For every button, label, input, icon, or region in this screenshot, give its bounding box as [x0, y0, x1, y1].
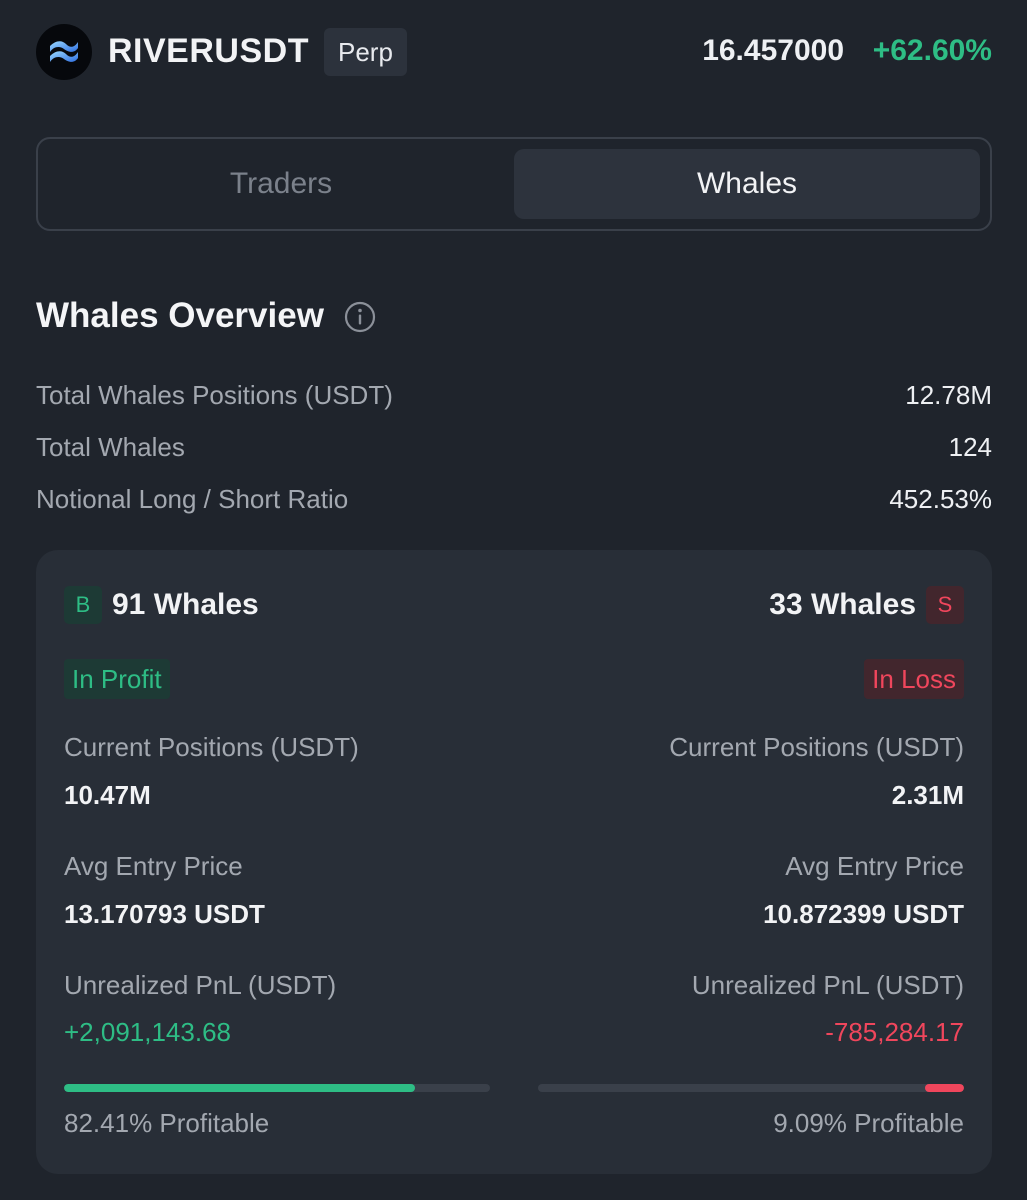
long-entry-label: Avg Entry Price: [64, 851, 243, 881]
short-profitable-fill: [925, 1084, 964, 1092]
short-entry-value: 10.872399 USDT: [763, 899, 964, 929]
last-price: 16.457000: [702, 34, 844, 67]
stat-label: Total Whales: [36, 432, 185, 462]
long-pnl-label: Unrealized PnL (USDT): [64, 970, 337, 1000]
long-profitable-bar: [64, 1084, 490, 1092]
stat-label: Notional Long / Short Ratio: [36, 484, 349, 514]
long-whale-count: 91 Whales: [112, 588, 259, 621]
short-pnl-label: Unrealized PnL (USDT): [691, 970, 964, 1000]
stat-row-total-whales: Total Whales 124: [36, 432, 992, 472]
stat-row-total-positions: Total Whales Positions (USDT) 12.78M: [36, 380, 992, 420]
long-profitable-fill: [64, 1084, 416, 1092]
stat-value: 12.78M: [905, 380, 992, 410]
sell-badge: S: [926, 586, 964, 624]
short-profitable-bar: [538, 1084, 964, 1092]
in-loss-tag: In Loss: [864, 659, 964, 699]
stat-row-long-short-ratio: Notional Long / Short Ratio 452.53%: [36, 484, 992, 524]
tab-whales[interactable]: Whales: [514, 149, 980, 219]
price-change-percent: +62.60%: [872, 34, 992, 67]
stat-label: Total Whales Positions (USDT): [36, 380, 393, 410]
long-profitable-text: 82.41% Profitable: [64, 1108, 270, 1138]
stat-value: 452.53%: [889, 484, 992, 514]
info-icon[interactable]: [344, 301, 376, 333]
long-pnl-value: +2,091,143.68: [64, 1017, 231, 1047]
contract-type-badge: Perp: [324, 28, 407, 76]
section-title: Whales Overview: [36, 296, 324, 335]
short-positions-label: Current Positions (USDT): [669, 732, 964, 762]
in-profit-tag: In Profit: [64, 659, 170, 699]
short-profitable-text: 9.09% Profitable: [773, 1108, 964, 1138]
short-entry-label: Avg Entry Price: [785, 851, 964, 881]
long-entry-value: 13.170793 USDT: [64, 899, 265, 929]
short-positions-value: 2.31M: [891, 780, 964, 810]
short-pnl-value: -785,284.17: [825, 1017, 964, 1047]
tab-traders[interactable]: Traders: [229, 167, 333, 200]
river-wave-logo-icon: [36, 24, 92, 80]
short-whale-count: 33 Whales: [769, 588, 916, 621]
long-positions-label: Current Positions (USDT): [64, 732, 359, 762]
long-short-card: B 91 Whales 33 Whales S In Profit In Los…: [36, 550, 992, 1174]
buy-badge: B: [64, 586, 102, 624]
stat-value: 124: [948, 432, 992, 462]
market-symbol[interactable]: RIVERUSDT: [108, 32, 309, 70]
segment-tabs: Traders Whales: [36, 137, 992, 231]
long-positions-value: 10.47M: [64, 780, 151, 810]
market-header: RIVERUSDT Perp 16.457000 +62.60%: [36, 24, 992, 80]
